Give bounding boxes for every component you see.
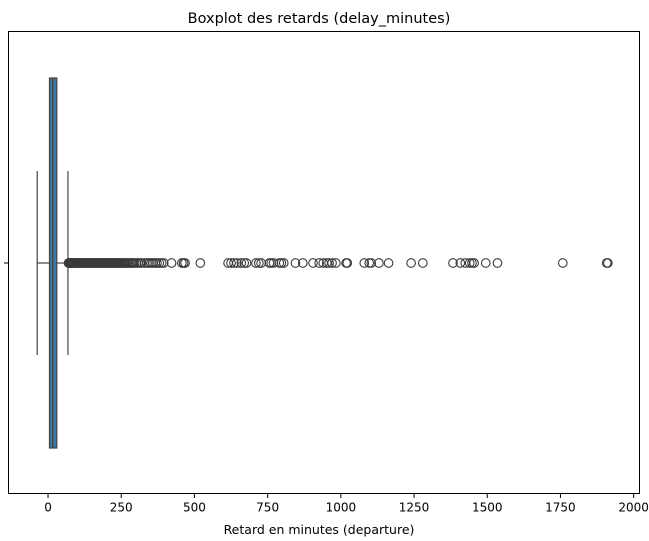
outlier-point	[359, 258, 370, 268]
x-tick-label: 2000	[618, 501, 649, 515]
outlier-point	[229, 258, 239, 268]
outlier-point	[406, 258, 416, 268]
outlier-point	[236, 258, 247, 268]
x-tick-label: 250	[110, 501, 133, 515]
outlier-point	[195, 258, 206, 268]
x-tick-label: 1750	[545, 501, 576, 515]
outlier-point	[180, 258, 190, 268]
chart-title: Boxplot des retards (delay_minutes)	[188, 11, 451, 27]
outlier-point	[251, 258, 261, 268]
outlier-point	[241, 258, 252, 268]
outlier-point	[166, 258, 177, 268]
outlier-point	[239, 258, 250, 268]
outlier-point	[276, 258, 287, 268]
outlier-point	[342, 258, 353, 268]
outlier-point	[327, 258, 337, 268]
x-tick-label: 1500	[472, 501, 503, 515]
x-tick-label: 500	[183, 501, 206, 515]
outlier-point	[278, 258, 289, 268]
outlier-point	[464, 258, 475, 268]
x-tick-label: 0	[44, 501, 52, 515]
outlier-point	[308, 258, 318, 268]
box-group	[36, 77, 69, 449]
outlier-point	[232, 258, 242, 268]
outlier-point	[297, 258, 308, 268]
outlier-point	[136, 258, 147, 268]
outlier-point	[152, 258, 162, 268]
outlier-point	[383, 258, 394, 268]
outliers-group	[63, 258, 613, 268]
outlier-point	[254, 258, 264, 268]
outlier-point	[374, 258, 384, 268]
outlier-point	[268, 258, 279, 268]
outlier-point	[480, 258, 491, 268]
outlier-point	[290, 258, 301, 268]
outlier-point	[154, 258, 165, 268]
outlier-point	[324, 258, 334, 268]
outlier-point	[469, 258, 479, 268]
outlier-point	[314, 258, 325, 268]
x-tick-label: 1000	[326, 501, 357, 515]
outlier-point	[492, 258, 503, 268]
x-axis-label: Retard en minutes (departure)	[224, 522, 415, 537]
x-tick-label: 1250	[399, 501, 430, 515]
outlier-point	[557, 258, 568, 268]
x-axis: 0 250 500 750 1000 1250 1500 1750 2000	[44, 493, 649, 515]
outlier-point	[448, 258, 458, 268]
x-tick-label: 750	[256, 501, 279, 515]
outlier-point	[226, 258, 236, 268]
outlier-point	[331, 258, 341, 268]
outlier-point	[158, 258, 169, 268]
outlier-point	[603, 258, 613, 268]
outlier-point	[455, 258, 466, 268]
outlier-point	[364, 258, 375, 268]
outlier-point	[366, 258, 377, 268]
outlier-point	[417, 258, 428, 268]
